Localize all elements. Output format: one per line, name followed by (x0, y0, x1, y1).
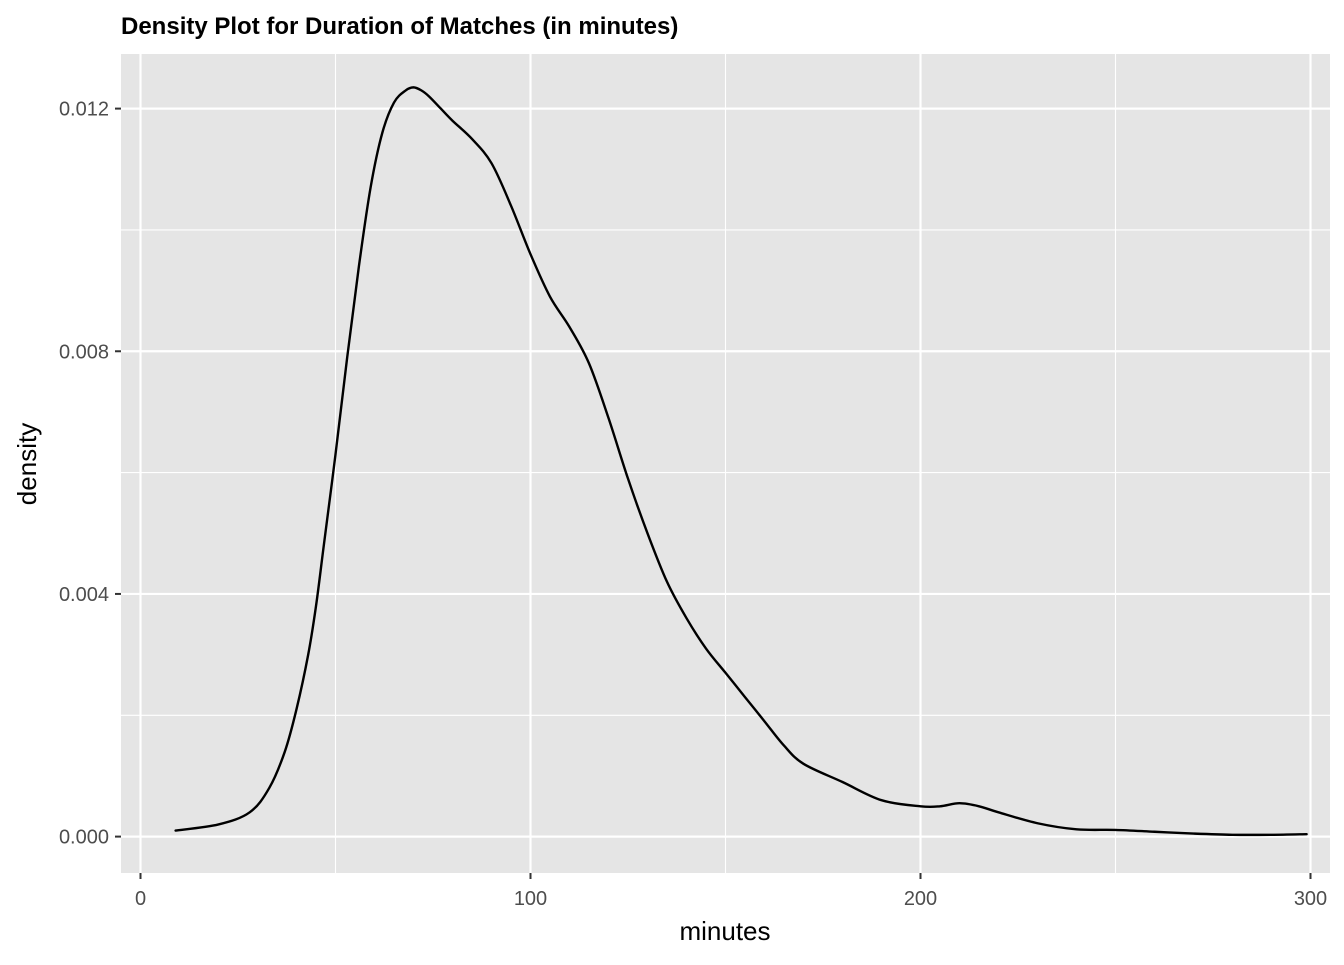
x-tick-label: 200 (904, 888, 937, 910)
y-tick-label: 0.008 (59, 341, 109, 363)
x-axis-title: minutes (679, 916, 770, 946)
x-tick-label: 300 (1294, 888, 1327, 910)
x-tick-label: 0 (135, 888, 146, 910)
y-tick-label: 0.000 (59, 827, 109, 849)
chart-title: Density Plot for Duration of Matches (in… (121, 13, 678, 40)
x-tick-label: 100 (514, 888, 547, 910)
grid-lines (121, 54, 1330, 873)
series-layer (174, 86, 1308, 837)
y-axis-title: density (12, 423, 42, 505)
density-line (174, 86, 1308, 837)
y-tick-label: 0.004 (59, 584, 109, 606)
y-tick-label: 0.012 (59, 99, 109, 121)
axes: 0.000 0.004 0.008 0.012 0 100 200 300 (59, 99, 1327, 910)
